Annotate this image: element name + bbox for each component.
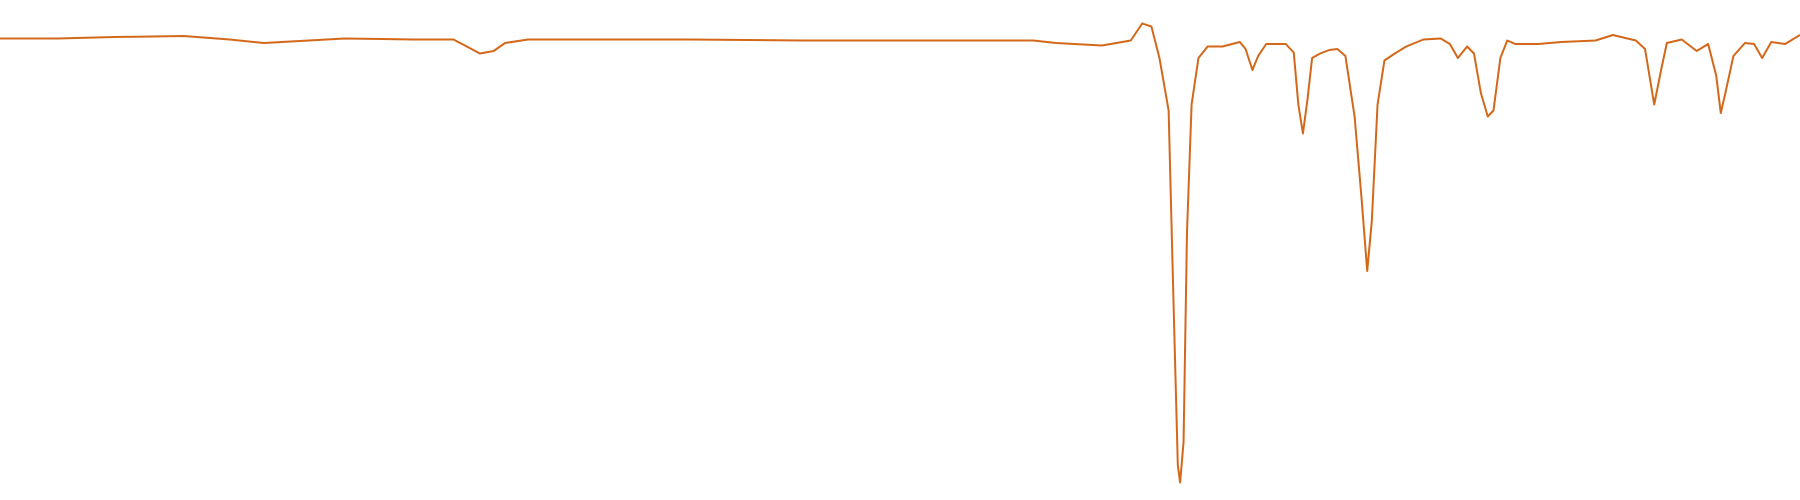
spectrum-line bbox=[0, 22, 1800, 484]
